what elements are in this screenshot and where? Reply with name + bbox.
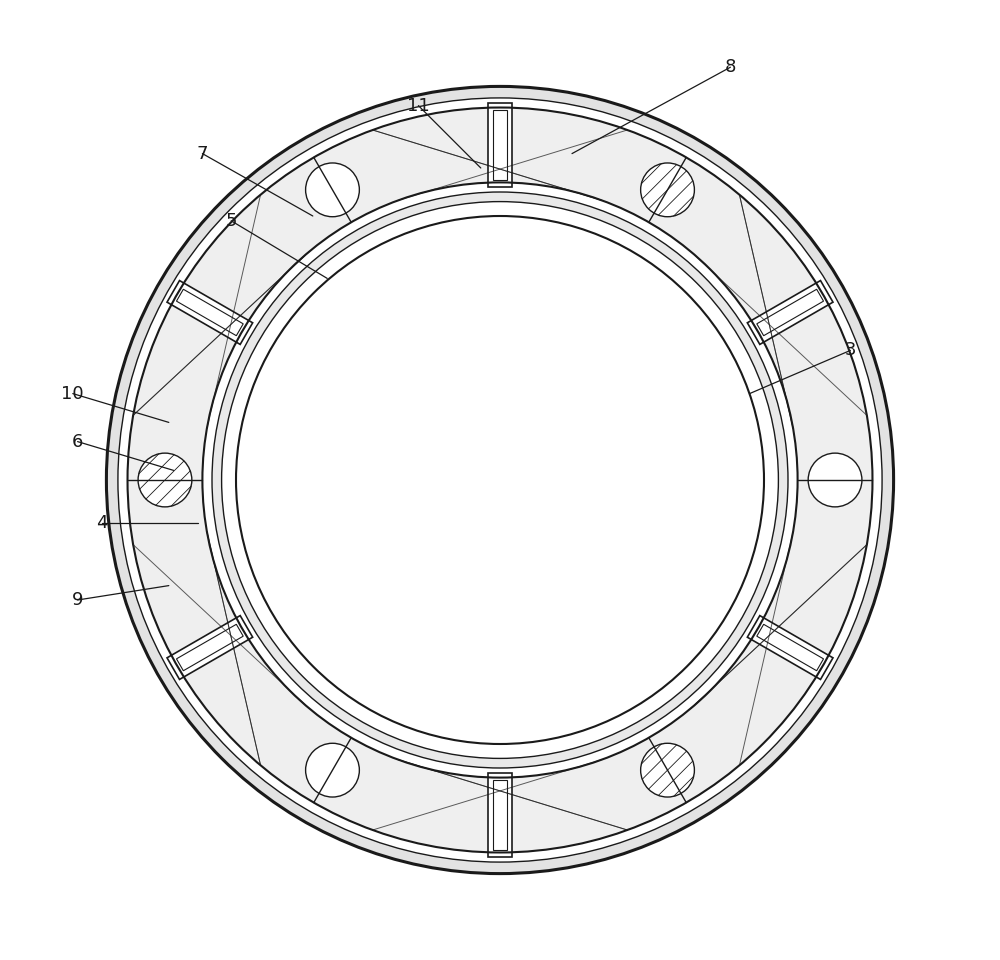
Polygon shape — [757, 624, 824, 671]
Text: 3: 3 — [845, 342, 856, 359]
Text: 7: 7 — [197, 145, 208, 162]
Polygon shape — [493, 110, 507, 180]
Circle shape — [306, 163, 359, 217]
Wedge shape — [212, 192, 788, 768]
Text: 9: 9 — [72, 591, 83, 609]
Polygon shape — [167, 615, 253, 680]
Polygon shape — [167, 280, 253, 345]
Text: 5: 5 — [225, 212, 237, 229]
Text: 4: 4 — [96, 515, 107, 532]
Polygon shape — [488, 103, 512, 187]
Polygon shape — [493, 780, 507, 850]
Polygon shape — [747, 280, 833, 345]
Polygon shape — [757, 289, 824, 336]
Text: 8: 8 — [725, 59, 736, 76]
Wedge shape — [128, 108, 872, 852]
Text: 10: 10 — [61, 385, 84, 402]
Circle shape — [808, 453, 862, 507]
Wedge shape — [106, 86, 894, 874]
Circle shape — [306, 743, 359, 797]
Circle shape — [641, 743, 694, 797]
Polygon shape — [488, 773, 512, 857]
Text: 11: 11 — [407, 97, 430, 114]
Circle shape — [641, 163, 694, 217]
Text: 6: 6 — [72, 433, 83, 450]
Polygon shape — [176, 624, 243, 671]
Polygon shape — [176, 289, 243, 336]
Circle shape — [138, 453, 192, 507]
Polygon shape — [747, 615, 833, 680]
